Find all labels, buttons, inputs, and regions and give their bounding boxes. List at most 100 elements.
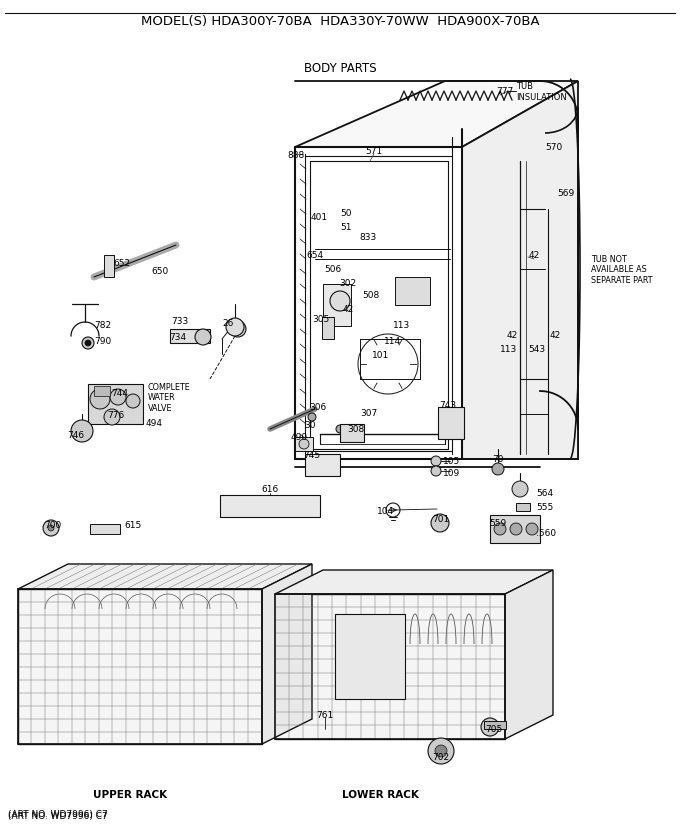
Text: 782: 782 (95, 320, 112, 329)
Text: 50: 50 (340, 209, 352, 219)
Text: 569: 569 (558, 188, 575, 197)
Circle shape (230, 321, 246, 338)
Text: 652: 652 (114, 259, 131, 268)
Bar (490, 515, 540, 543)
Text: 701: 701 (432, 515, 449, 524)
Text: 733: 733 (171, 317, 188, 326)
Text: 306: 306 (309, 403, 326, 412)
Text: 790: 790 (95, 337, 112, 346)
Text: BODY PARTS: BODY PARTS (304, 61, 376, 75)
Bar (90, 524, 120, 534)
Text: 888: 888 (288, 151, 305, 159)
Bar (335, 614, 405, 699)
Circle shape (428, 738, 454, 764)
Bar (323, 285, 351, 326)
Text: 302: 302 (339, 279, 356, 288)
Polygon shape (462, 82, 578, 460)
Text: 746: 746 (67, 431, 84, 440)
Text: 833: 833 (359, 233, 377, 243)
Circle shape (512, 481, 528, 498)
Text: 543: 543 (528, 344, 545, 353)
Polygon shape (275, 595, 505, 739)
Circle shape (431, 466, 441, 476)
Text: TUB
INSULATION: TUB INSULATION (516, 82, 566, 102)
Circle shape (330, 291, 350, 311)
Text: 113: 113 (500, 344, 517, 353)
Text: 555: 555 (536, 502, 554, 511)
Text: 615: 615 (124, 521, 141, 530)
Circle shape (299, 440, 309, 450)
Text: (ART NO. WD7996) C7: (ART NO. WD7996) C7 (8, 811, 107, 821)
Bar (340, 425, 364, 442)
Circle shape (435, 745, 447, 757)
Circle shape (48, 525, 54, 532)
Circle shape (431, 514, 449, 532)
Polygon shape (275, 570, 553, 595)
Circle shape (104, 410, 120, 426)
Text: 761: 761 (316, 710, 334, 720)
Text: 401: 401 (311, 214, 328, 222)
Circle shape (195, 330, 211, 345)
Bar (484, 721, 506, 729)
Circle shape (90, 389, 110, 410)
Text: 654: 654 (307, 251, 324, 260)
Circle shape (43, 520, 59, 537)
Text: 42: 42 (342, 304, 354, 313)
Text: UPPER RACK: UPPER RACK (93, 789, 167, 799)
Bar (104, 256, 114, 277)
Text: 307: 307 (360, 408, 377, 417)
Text: 571: 571 (365, 147, 383, 156)
Polygon shape (462, 82, 578, 460)
Text: 114: 114 (384, 336, 402, 345)
Text: 700: 700 (44, 521, 62, 530)
Bar (322, 318, 334, 339)
Polygon shape (262, 565, 312, 744)
Bar (94, 387, 110, 397)
Text: 42: 42 (528, 251, 540, 260)
Text: 70: 70 (492, 454, 504, 463)
Text: 51: 51 (340, 224, 352, 232)
Text: (ART NO. WD7996) C7: (ART NO. WD7996) C7 (8, 808, 107, 817)
Text: 113: 113 (393, 320, 411, 329)
Bar (88, 384, 143, 425)
Bar (516, 503, 530, 512)
Text: 101: 101 (373, 350, 390, 359)
Text: 777: 777 (496, 88, 513, 96)
Circle shape (71, 421, 93, 442)
Text: 559: 559 (490, 518, 507, 527)
Bar (220, 495, 320, 518)
Text: 705: 705 (486, 724, 503, 734)
Text: 734: 734 (169, 333, 186, 342)
Text: 490: 490 (290, 432, 307, 441)
Text: 743: 743 (439, 401, 456, 410)
Text: 776: 776 (107, 411, 124, 420)
Circle shape (336, 426, 344, 434)
Text: 105: 105 (443, 456, 460, 465)
Circle shape (526, 523, 538, 536)
Text: 42: 42 (549, 330, 560, 339)
Polygon shape (18, 565, 312, 590)
Bar (395, 277, 430, 306)
Text: COMPLETE
WATER
VALVE: COMPLETE WATER VALVE (148, 383, 191, 412)
Circle shape (510, 523, 522, 536)
Circle shape (481, 718, 499, 736)
Bar (438, 407, 464, 440)
Text: 109: 109 (443, 468, 460, 477)
Circle shape (226, 319, 244, 337)
Polygon shape (505, 570, 553, 739)
Circle shape (126, 394, 140, 408)
Text: 744: 744 (112, 388, 129, 397)
Text: 650: 650 (152, 267, 169, 277)
Text: 745: 745 (303, 450, 320, 459)
Text: MODEL(S) HDA300Y-70BA  HDA330Y-70WW  HDA900X-70BA: MODEL(S) HDA300Y-70BA HDA330Y-70WW HDA90… (141, 16, 539, 28)
Text: 564: 564 (536, 489, 553, 498)
Polygon shape (295, 82, 578, 148)
Bar (305, 455, 340, 476)
Text: 42: 42 (507, 330, 517, 339)
Text: 308: 308 (347, 425, 364, 434)
Text: 508: 508 (362, 290, 379, 299)
Text: 506: 506 (324, 265, 341, 274)
Circle shape (82, 338, 94, 349)
Text: 616: 616 (261, 485, 279, 494)
Circle shape (85, 340, 91, 347)
